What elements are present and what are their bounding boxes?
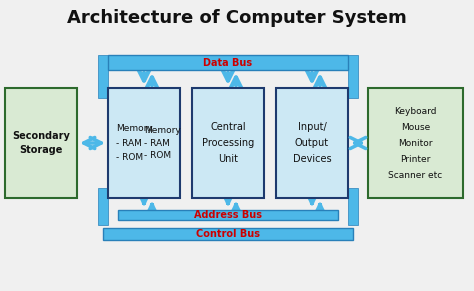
Text: Address Bus: Address Bus xyxy=(194,210,262,220)
Bar xyxy=(108,55,348,70)
Text: Memory
- RAM
- ROM: Memory - RAM - ROM xyxy=(116,124,153,162)
Text: Architecture of Computer System: Architecture of Computer System xyxy=(67,9,407,27)
Bar xyxy=(98,55,108,98)
Bar xyxy=(103,228,353,240)
Bar xyxy=(276,88,348,198)
Bar xyxy=(348,55,358,98)
Text: Central
Processing
Unit: Central Processing Unit xyxy=(202,122,254,164)
Bar xyxy=(118,210,338,220)
Bar xyxy=(368,88,463,198)
Text: Input/
Output
Devices: Input/ Output Devices xyxy=(292,122,331,164)
Text: Secondary
Storage: Secondary Storage xyxy=(12,131,70,155)
Bar xyxy=(348,188,358,225)
Text: Memory
- RAM
- ROM: Memory - RAM - ROM xyxy=(144,126,181,160)
Text: Data Bus: Data Bus xyxy=(203,58,253,68)
Bar xyxy=(192,88,264,198)
Text: Keyboard
Mouse
Monitor
Printer
Scanner etc: Keyboard Mouse Monitor Printer Scanner e… xyxy=(388,107,443,180)
Text: Control Bus: Control Bus xyxy=(196,229,260,239)
Bar xyxy=(98,188,108,225)
Bar xyxy=(5,88,77,198)
Bar xyxy=(108,88,180,198)
